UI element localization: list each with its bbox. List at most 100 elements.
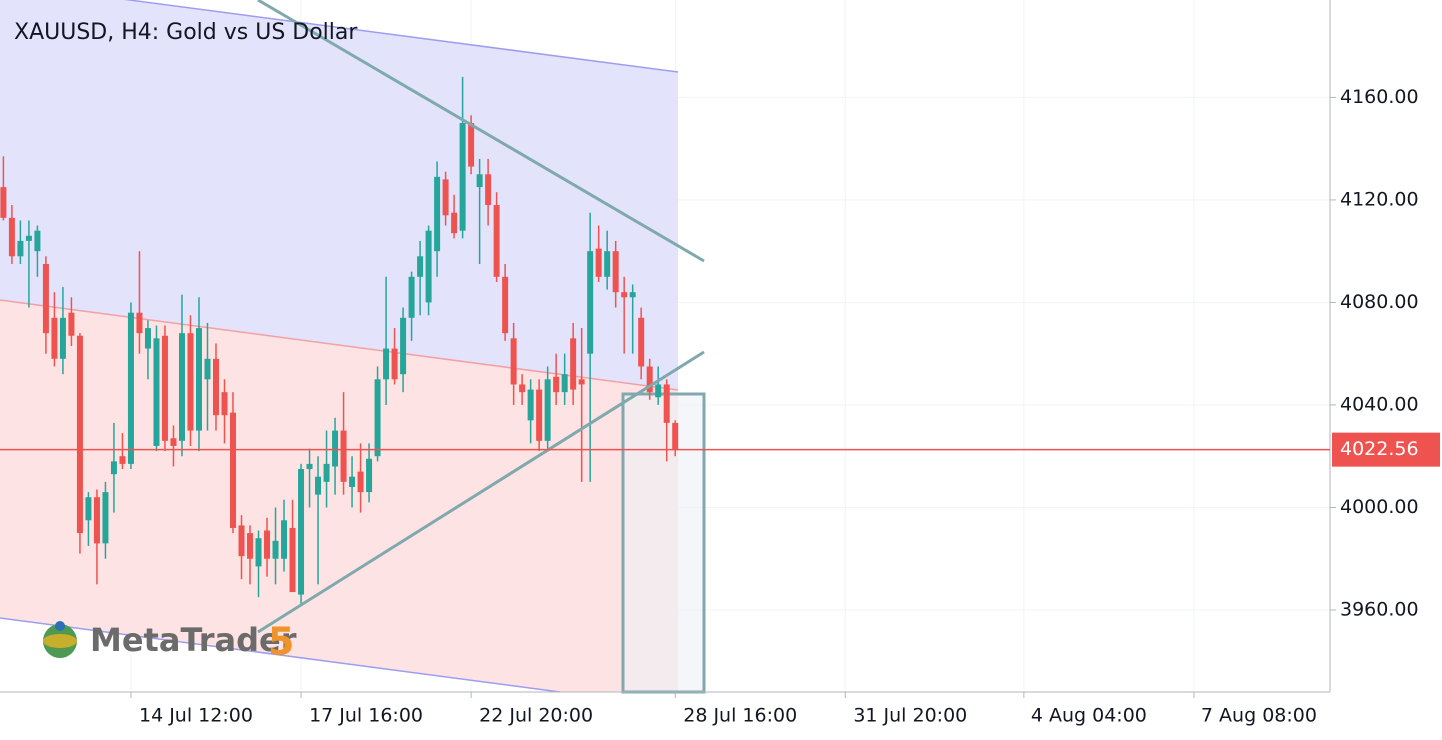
candle-body [255,538,262,567]
candle-body [570,338,577,390]
candle-body [42,263,49,334]
candle-body [178,333,185,441]
candle-body [655,384,662,398]
candle-body [425,230,432,303]
x-tick-label: 14 Jul 12:00 [139,705,253,727]
candle-body [212,358,219,416]
candle-body [587,251,594,354]
candle-body [391,348,398,380]
candle-body [561,374,568,393]
rectangle [621,392,706,694]
candle-body [289,527,296,593]
candle-body [408,276,415,318]
candle-body [459,123,466,231]
candle-body [400,317,407,375]
candle-body [374,379,381,457]
candle-body [221,392,228,416]
candle-body [519,384,526,393]
y-tick-label: 4000.00 [1340,496,1419,518]
candle-body [8,217,15,257]
candles [0,76,679,605]
logo-ring [43,634,77,648]
candle-body [536,389,543,441]
watermark-text: MetaTrader [90,621,297,659]
candle-body [102,492,109,544]
candle-body [230,412,237,528]
last-price-box [1332,432,1440,467]
candle-body [93,497,100,544]
candle-body [638,317,645,367]
candle-body [451,212,458,234]
y-tick-label: 4160.00 [1340,86,1419,108]
candle-body [434,176,441,252]
candle-body [238,525,245,557]
candle-body [383,348,390,380]
candle-body [553,376,560,393]
candle-body [272,540,279,559]
y-tick-label: 4040.00 [1340,393,1419,415]
candle-body [161,335,168,441]
candle-body [264,530,271,559]
candle-body [442,179,449,216]
last-price-label: 4022.56 [1340,438,1419,460]
y-tick-label: 4120.00 [1340,188,1419,210]
candle-body [502,276,509,334]
candle-body [170,438,177,446]
candle-body [629,292,636,298]
candle-body [110,461,117,475]
candle-body [204,358,211,380]
candle-body [527,389,534,421]
candle-body [663,384,670,423]
candle-body [366,458,373,493]
candle-body [76,335,83,534]
x-tick-label: 31 Jul 20:00 [853,705,967,727]
candle-body [510,338,517,385]
candle-body [136,312,143,334]
candle-body [153,338,160,446]
channel-bottom-line [0,617,561,693]
candle-body [544,379,551,441]
x-tick-label: 7 Aug 08:00 [1201,705,1317,727]
watermark-number: 5 [268,620,294,664]
candle-body [247,533,254,559]
candle-body [612,251,619,293]
candle-body [672,422,679,450]
watermark: MetaTrader 5 [43,620,297,664]
candle-body [0,187,7,218]
candle-body [493,205,500,277]
x-tick-label: 4 Aug 04:00 [1031,705,1147,727]
logo-dot [55,621,65,631]
candle-body [476,174,483,188]
candle-body [485,174,492,206]
candle-body [25,235,32,241]
trend-line-down [257,0,705,263]
candle-body [85,497,92,521]
candle-body [332,430,339,467]
y-tick-label: 4080.00 [1340,291,1419,313]
candle-body [281,520,288,559]
channel-top-line [123,0,679,73]
candle-body [595,248,602,277]
candle-body [119,456,126,464]
candle-body [306,463,313,470]
candle-body [417,256,424,277]
candle-body [604,251,611,277]
candle-body [340,430,347,482]
candle-body [195,328,202,431]
candle-body [298,469,305,595]
channel-upper [0,0,678,390]
chart-title: XAUUSD, H4: Gold vs US Dollar [14,20,358,45]
y-tick-label: 3960.00 [1340,598,1419,620]
candle-body [187,333,194,431]
candle-body [51,317,58,359]
x-tick-label: 28 Jul 16:00 [683,705,797,727]
x-tick-label: 22 Jul 20:00 [479,705,593,727]
candle-body [646,366,653,393]
candle-body [578,379,585,385]
candle-body [17,240,24,257]
candle-body [323,463,330,482]
x-tick-label: 17 Jul 16:00 [309,705,423,727]
candle-body [349,476,356,487]
candle-body [144,328,151,349]
